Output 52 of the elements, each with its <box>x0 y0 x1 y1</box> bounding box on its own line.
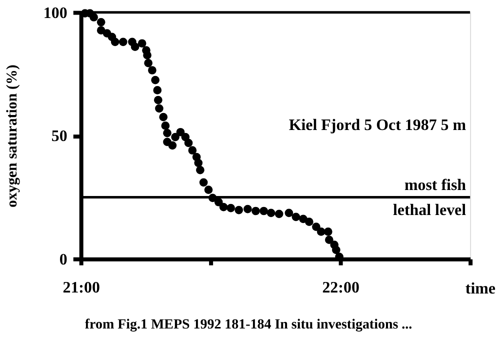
text: from Fig.1 MEPS 1992 181-184 In situ investigations ... <box>84 318 412 333</box>
point <box>110 38 120 46</box>
point <box>332 246 340 254</box>
point <box>163 128 172 138</box>
point <box>226 204 235 212</box>
point <box>130 42 140 51</box>
y-tick-label: 0 <box>59 251 68 268</box>
point <box>154 96 162 104</box>
annotation: most fish <box>404 176 466 194</box>
point <box>171 132 180 142</box>
x-tick-label: 21:00 <box>62 279 100 296</box>
y-axis-title: oxygen saturation (%) <box>4 64 20 208</box>
point <box>155 104 164 113</box>
point <box>316 228 326 236</box>
point <box>252 206 260 216</box>
y-tick-label: 100 <box>43 4 68 22</box>
point <box>284 208 294 218</box>
point <box>292 212 300 222</box>
point <box>176 128 185 136</box>
point <box>312 222 320 231</box>
annotation: Kiel Fjord 5 Oct 1987 5 m <box>288 117 467 134</box>
point <box>266 208 276 218</box>
point <box>161 122 170 130</box>
point <box>274 210 284 218</box>
point <box>199 178 208 187</box>
point <box>118 38 128 46</box>
point <box>159 112 168 122</box>
point <box>244 204 252 214</box>
point <box>204 186 213 194</box>
point <box>153 86 162 94</box>
point <box>196 166 204 174</box>
point <box>90 13 98 22</box>
point <box>305 218 314 226</box>
point <box>260 206 268 216</box>
point <box>324 228 332 236</box>
point <box>138 39 146 48</box>
point <box>184 138 193 148</box>
point <box>324 236 334 244</box>
x-axis-title: time <box>465 280 496 298</box>
point <box>234 206 244 214</box>
point <box>148 66 156 74</box>
point <box>144 58 152 68</box>
point <box>151 76 160 84</box>
point <box>143 51 152 60</box>
x-tick-label: 22:00 <box>322 279 360 296</box>
point <box>168 141 177 150</box>
point <box>188 146 197 155</box>
point <box>219 202 228 212</box>
y-tick-label: 50 <box>51 128 68 146</box>
point <box>194 158 203 168</box>
point <box>96 18 106 26</box>
annotation: lethal level <box>392 202 467 219</box>
